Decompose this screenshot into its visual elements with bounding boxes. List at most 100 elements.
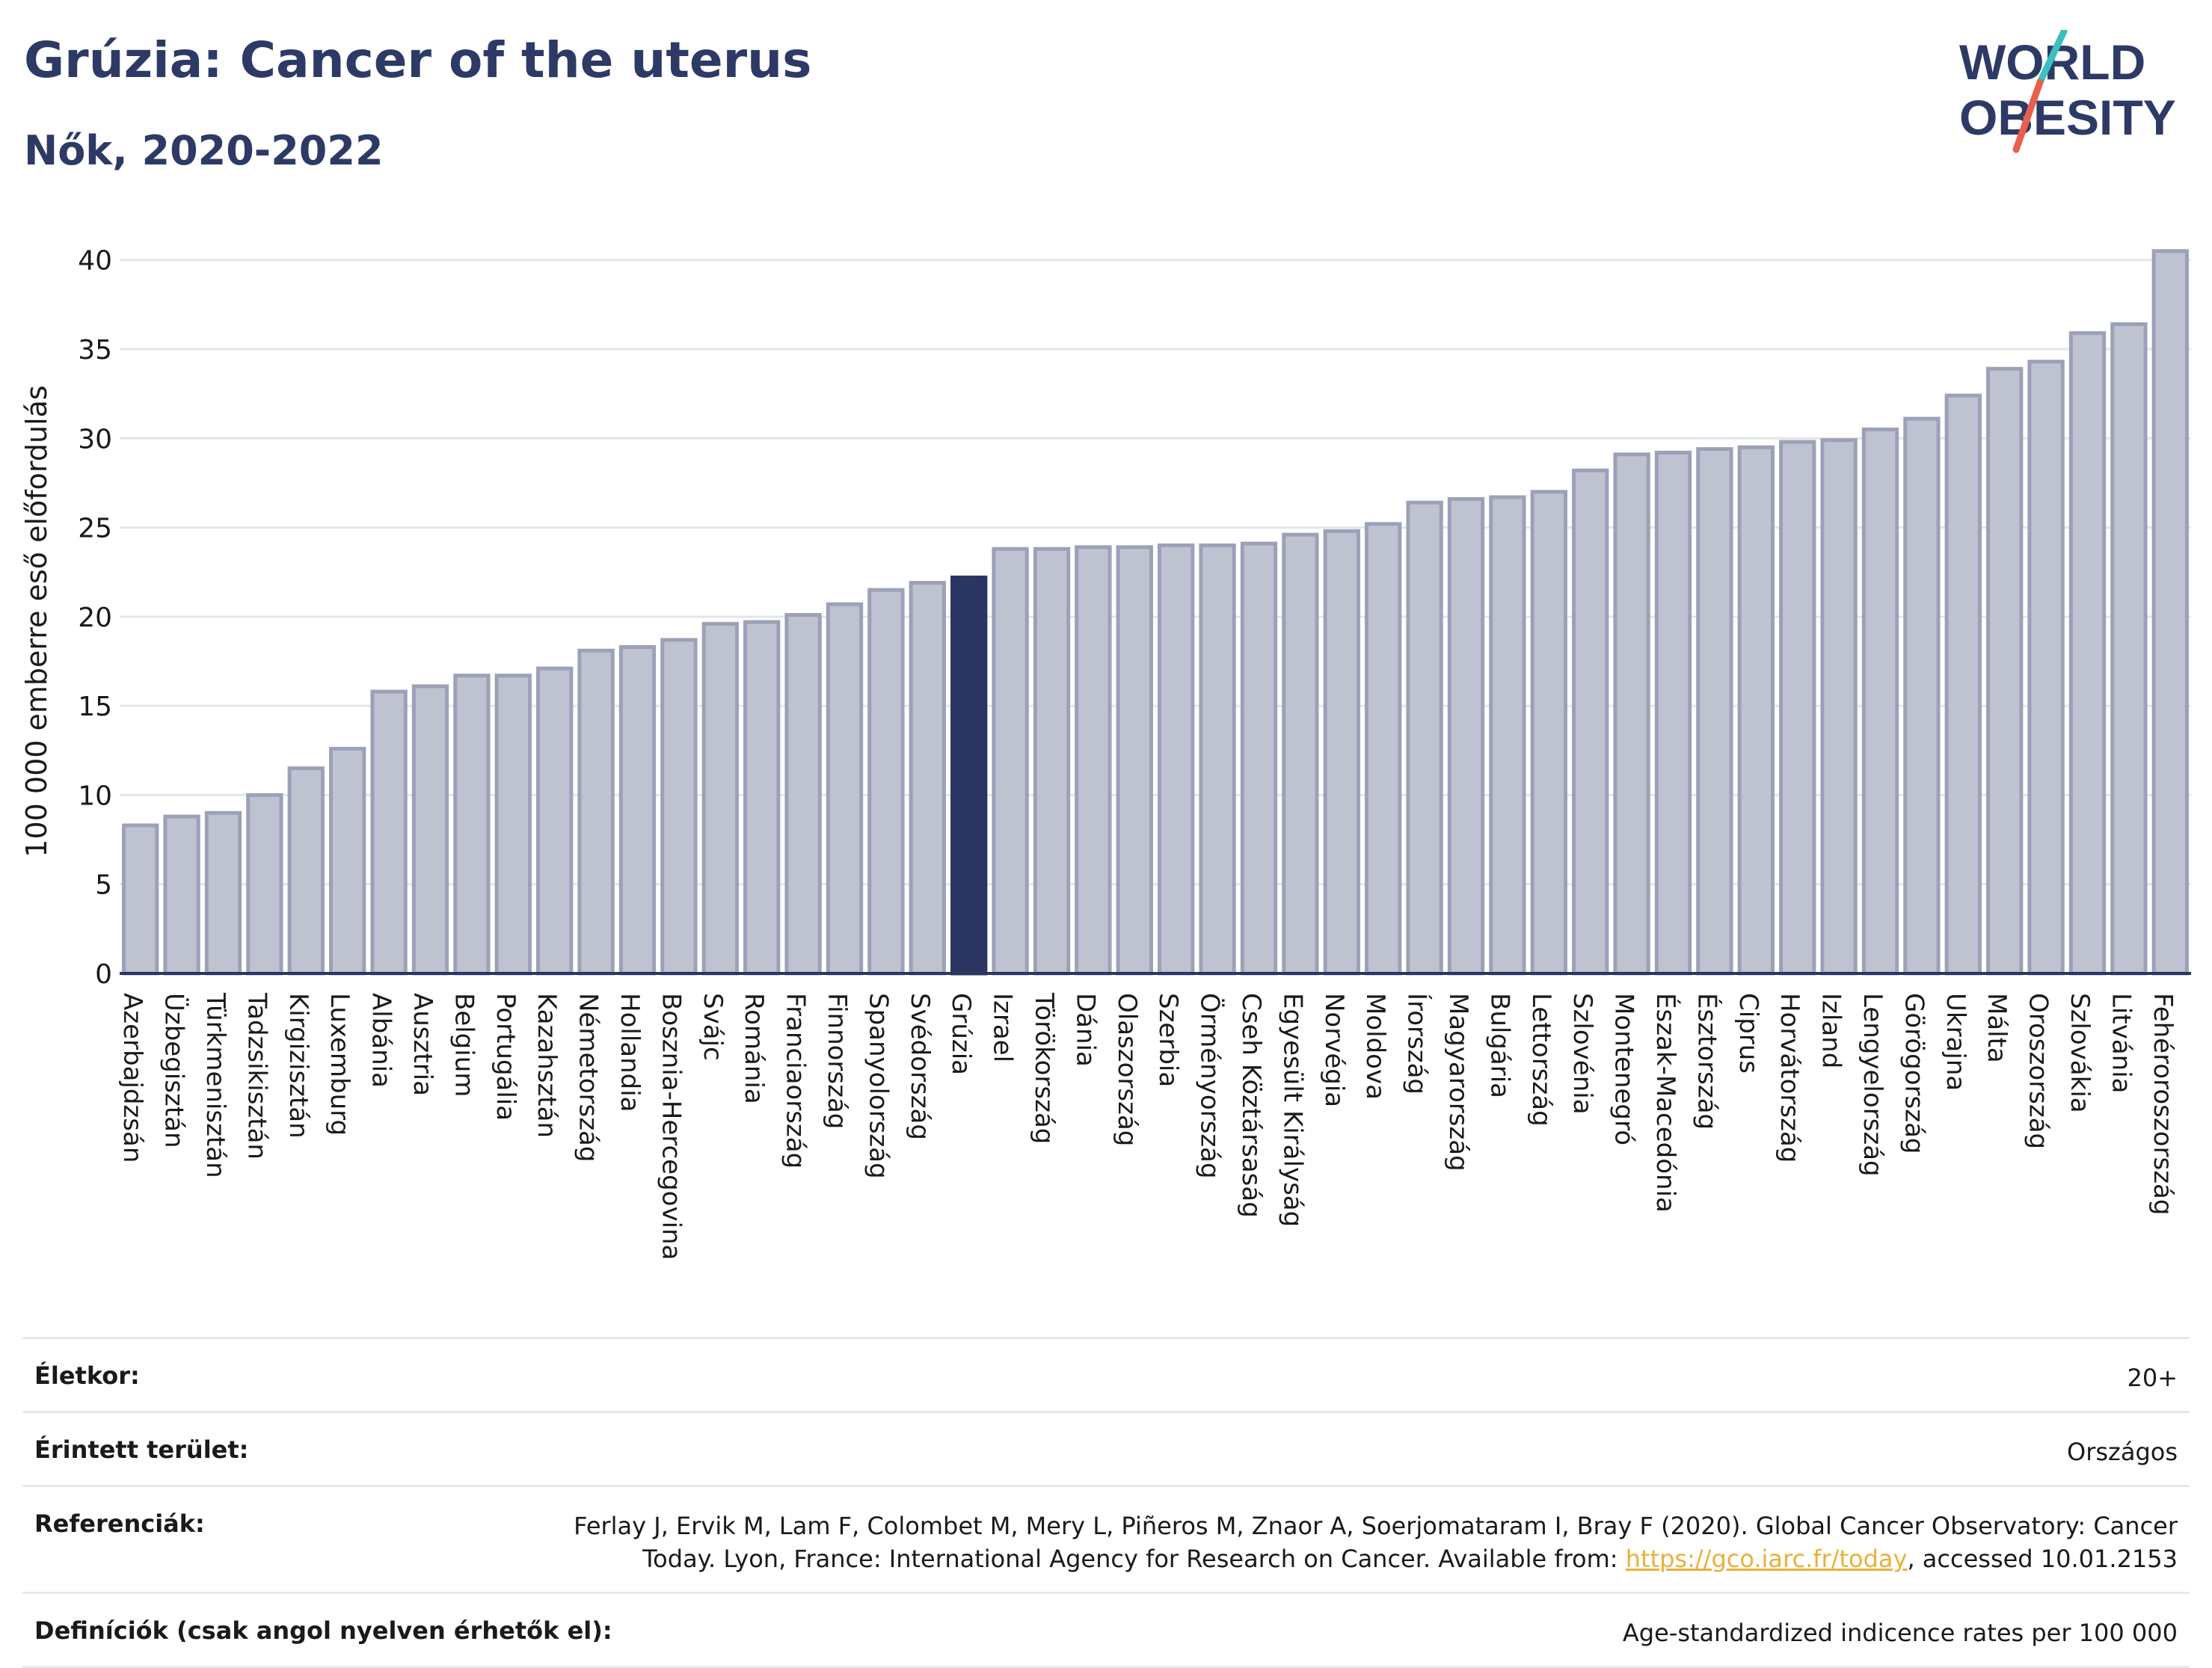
- bar-Finnország: [826, 602, 864, 976]
- x-tick-label: Izrael: [988, 993, 1018, 1062]
- bar-Szlovénia: [1572, 468, 1609, 976]
- bar-Norvégia: [1323, 529, 1360, 976]
- y-tick-label: 35: [78, 335, 112, 366]
- x-tick-label: Észtország: [1692, 993, 1722, 1130]
- x-tick-label: Fehéroroszország: [2148, 993, 2178, 1215]
- y-tick-label: 30: [78, 424, 112, 455]
- bar-Azerbajdzsán: [122, 823, 159, 976]
- x-tick-label: Norvégia: [1319, 993, 1349, 1107]
- bar-Tadzsikisztán: [246, 793, 283, 976]
- bar-Svédország: [909, 581, 946, 976]
- bar-Magyarország: [1447, 496, 1485, 976]
- x-tick-label: Görögország: [1899, 993, 1929, 1154]
- bar-Luxemburg: [329, 746, 366, 976]
- y-axis-label: 100 000 emberre eső előfordulás: [20, 385, 53, 857]
- bar-Cseh Köztársaság: [1240, 541, 1278, 976]
- y-axis-ticks: 0 5 10 15 20 25 30 35 40: [78, 246, 112, 990]
- x-tick-label: Dánia: [1070, 993, 1100, 1067]
- bar-Türkmenisztán: [204, 810, 242, 976]
- bar-Dánia: [1075, 545, 1112, 976]
- x-tick-label: Románia: [739, 993, 769, 1104]
- x-tick-label: Lengyelország: [1858, 993, 1887, 1177]
- x-tick-label: Litvánia: [2106, 993, 2136, 1094]
- x-tick-label: Törökország: [1029, 992, 1059, 1144]
- bar-Szlovákia: [2068, 331, 2107, 976]
- bar-Oroszország: [2027, 360, 2065, 976]
- bar-Lettország: [1530, 490, 1567, 976]
- bar-Spanyolország: [867, 588, 905, 976]
- meta-row-age: Életkor: 20+: [22, 1337, 2190, 1411]
- x-tick-label: Hollandia: [615, 993, 645, 1112]
- x-tick-label: Svédország: [905, 993, 935, 1140]
- x-tick-label: Türkmenisztán: [200, 992, 230, 1178]
- meta-value: Age-standardized indicence rates per 100…: [1622, 1619, 2178, 1647]
- reference-link[interactable]: https://gco.iarc.fr/today: [1625, 1545, 1908, 1573]
- x-tick-label: Bulgária: [1484, 993, 1514, 1098]
- x-tick-label: Cseh Köztársaság: [1236, 993, 1266, 1218]
- x-axis-labels: Azerbajdzsán Üzbegisztán Türkmenisztán Tadz…: [117, 992, 2178, 1260]
- meta-label: Referenciák:: [34, 1509, 205, 1538]
- logo-slash-red: [2012, 79, 2044, 153]
- y-tick-label: 5: [95, 870, 112, 901]
- meta-label: Definíciók (csak angol nyelven érhetők e…: [34, 1616, 612, 1645]
- bar-Észtország: [1696, 447, 1733, 976]
- bar-Horvátország: [1779, 440, 1816, 976]
- y-tick-label: 25: [78, 514, 112, 544]
- bar-Hollandia: [618, 644, 657, 976]
- x-tick-label: Magyarország: [1443, 993, 1473, 1172]
- y-tick-label: 0: [95, 959, 112, 990]
- bar-Portugália: [494, 674, 532, 976]
- x-tick-label: Örményország: [1195, 993, 1226, 1179]
- bar-Litvánia: [2110, 322, 2148, 976]
- y-tick-label: 10: [78, 781, 112, 811]
- bar-Románia: [743, 620, 781, 976]
- x-tick-label: Grúzia: [946, 993, 976, 1075]
- x-tick-label: Finnország: [822, 993, 852, 1129]
- bar-Írország: [1406, 500, 1443, 976]
- x-tick-label: Svájc: [698, 993, 728, 1061]
- bar-Észak-Macedónia: [1654, 450, 1692, 976]
- reference-accessed: , accessed 10.01.2153: [1907, 1545, 2178, 1573]
- x-tick-label: Szerbia: [1153, 993, 1183, 1087]
- bar-Bulgária: [1489, 495, 1526, 976]
- bars: [122, 249, 2189, 976]
- x-tick-label: Izland: [1816, 993, 1846, 1068]
- x-tick-label: Moldova: [1360, 993, 1390, 1100]
- logo-slash-teal: [2036, 30, 2068, 86]
- chart-title: Grúzia: Cancer of the uterus: [24, 31, 812, 89]
- x-tick-label: Franciaország: [781, 993, 811, 1169]
- bar-Izland: [1820, 438, 1858, 976]
- bar-Örményország: [1199, 543, 1236, 976]
- x-tick-label: Németország: [574, 993, 603, 1162]
- meta-label: Érintett terület:: [34, 1435, 249, 1464]
- x-tick-label: Ciprus: [1733, 993, 1763, 1074]
- chart-subtitle: Nők, 2020-2022: [24, 127, 384, 174]
- y-tick-label: 20: [78, 603, 112, 633]
- y-tick-label: 40: [78, 246, 112, 277]
- meta-value: Ferlay J, Ervik M, Lam F, Colombet M, Me…: [570, 1509, 2178, 1575]
- bar-Izrael: [992, 547, 1029, 976]
- x-tick-label: Portugália: [491, 993, 520, 1121]
- world-obesity-logo: WORLD OBESITY: [1959, 30, 2176, 153]
- bar-Belgium: [453, 674, 491, 976]
- x-tick-label: Spanyolország: [863, 993, 893, 1179]
- x-tick-label: Bosznia-Hercegovina: [656, 993, 686, 1260]
- meta-value: Országos: [2067, 1438, 2178, 1466]
- x-tick-label: Észak-Macedónia: [1650, 993, 1681, 1213]
- bar-Törökország: [1033, 547, 1071, 976]
- metadata-table: Életkor: 20+ Érintett terület: Országos …: [22, 1337, 2190, 1668]
- bar-Bosznia-Hercegovina: [660, 638, 698, 976]
- bar-Szerbia: [1158, 543, 1195, 976]
- x-tick-label: Szlovénia: [1567, 993, 1597, 1115]
- x-tick-label: Málta: [1982, 993, 2012, 1063]
- meta-row-area: Érintett terület: Országos: [22, 1411, 2190, 1485]
- bar-Görögország: [1903, 416, 1941, 976]
- meta-row-references: Referenciák: Ferlay J, Ervik M, Lam F, C…: [22, 1485, 2190, 1592]
- x-tick-label: Ukrajna: [1941, 993, 1970, 1091]
- meta-label: Életkor:: [34, 1361, 140, 1390]
- x-tick-label: Kirgizisztán: [283, 993, 313, 1139]
- x-tick-label: Szlovákia: [2065, 993, 2095, 1113]
- x-tick-label: Írország: [1402, 993, 1433, 1095]
- bar-Franciaország: [784, 612, 822, 976]
- x-tick-label: Ausztria: [408, 993, 437, 1096]
